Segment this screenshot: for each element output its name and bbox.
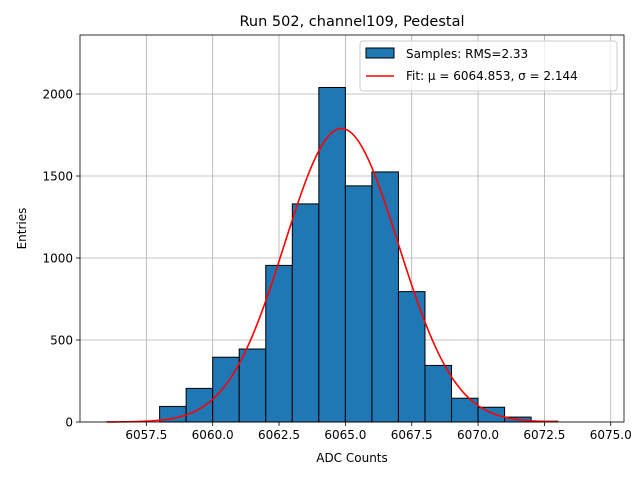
- chart-title: Run 502, channel109, Pedestal: [239, 14, 464, 30]
- x-tick-label: 6067.5: [391, 428, 433, 442]
- x-tick-label: 6075.0: [590, 428, 632, 442]
- legend-box: [359, 40, 618, 92]
- histogram-bars: [159, 86, 559, 423]
- histogram-bar: [238, 348, 267, 423]
- x-tick-label: 6057.5: [125, 428, 167, 442]
- x-axis-ticks: 6057.5 6060.0 6062.5 6065.0 6067.5 6070.0 6072…: [125, 422, 632, 442]
- y-tick-label: 1500: [42, 170, 73, 184]
- y-tick-label: 1000: [42, 252, 73, 266]
- x-tick-label: 6065.0: [324, 428, 366, 442]
- x-tick-label: 6060.0: [192, 428, 234, 442]
- legend-samples-swatch: [365, 47, 395, 59]
- histogram-bar: [344, 185, 373, 423]
- histogram-bar: [291, 203, 320, 423]
- histogram-bar: [371, 171, 399, 423]
- histogram-bar: [477, 406, 506, 423]
- legend-samples-label: Samples: RMS=2.33: [406, 47, 528, 61]
- gaussian-fit-curve: [106, 127, 558, 423]
- histogram-bar: [318, 86, 346, 423]
- y-tick-label: 0: [65, 416, 73, 430]
- x-tick-label: 6072.5: [523, 428, 565, 442]
- y-tick-label: 500: [50, 334, 73, 348]
- x-axis-label: ADC Counts: [316, 451, 388, 465]
- histogram-bar: [212, 356, 240, 423]
- y-axis-ticks: 0 500 1000 1500 2000: [42, 88, 80, 430]
- histogram-bar: [185, 387, 214, 423]
- histogram-bar: [424, 364, 453, 423]
- legend: Samples: RMS=2.33 Fit: μ = 6064.853, σ =…: [359, 40, 618, 92]
- axes-frame: [79, 34, 625, 423]
- x-tick-label: 6070.0: [457, 428, 499, 442]
- y-axis-label: Entries: [15, 208, 29, 250]
- legend-fit-label: Fit: μ = 6064.853, σ = 2.144: [406, 69, 578, 83]
- y-tick-label: 2000: [42, 88, 73, 102]
- x-tick-label: 6062.5: [258, 428, 300, 442]
